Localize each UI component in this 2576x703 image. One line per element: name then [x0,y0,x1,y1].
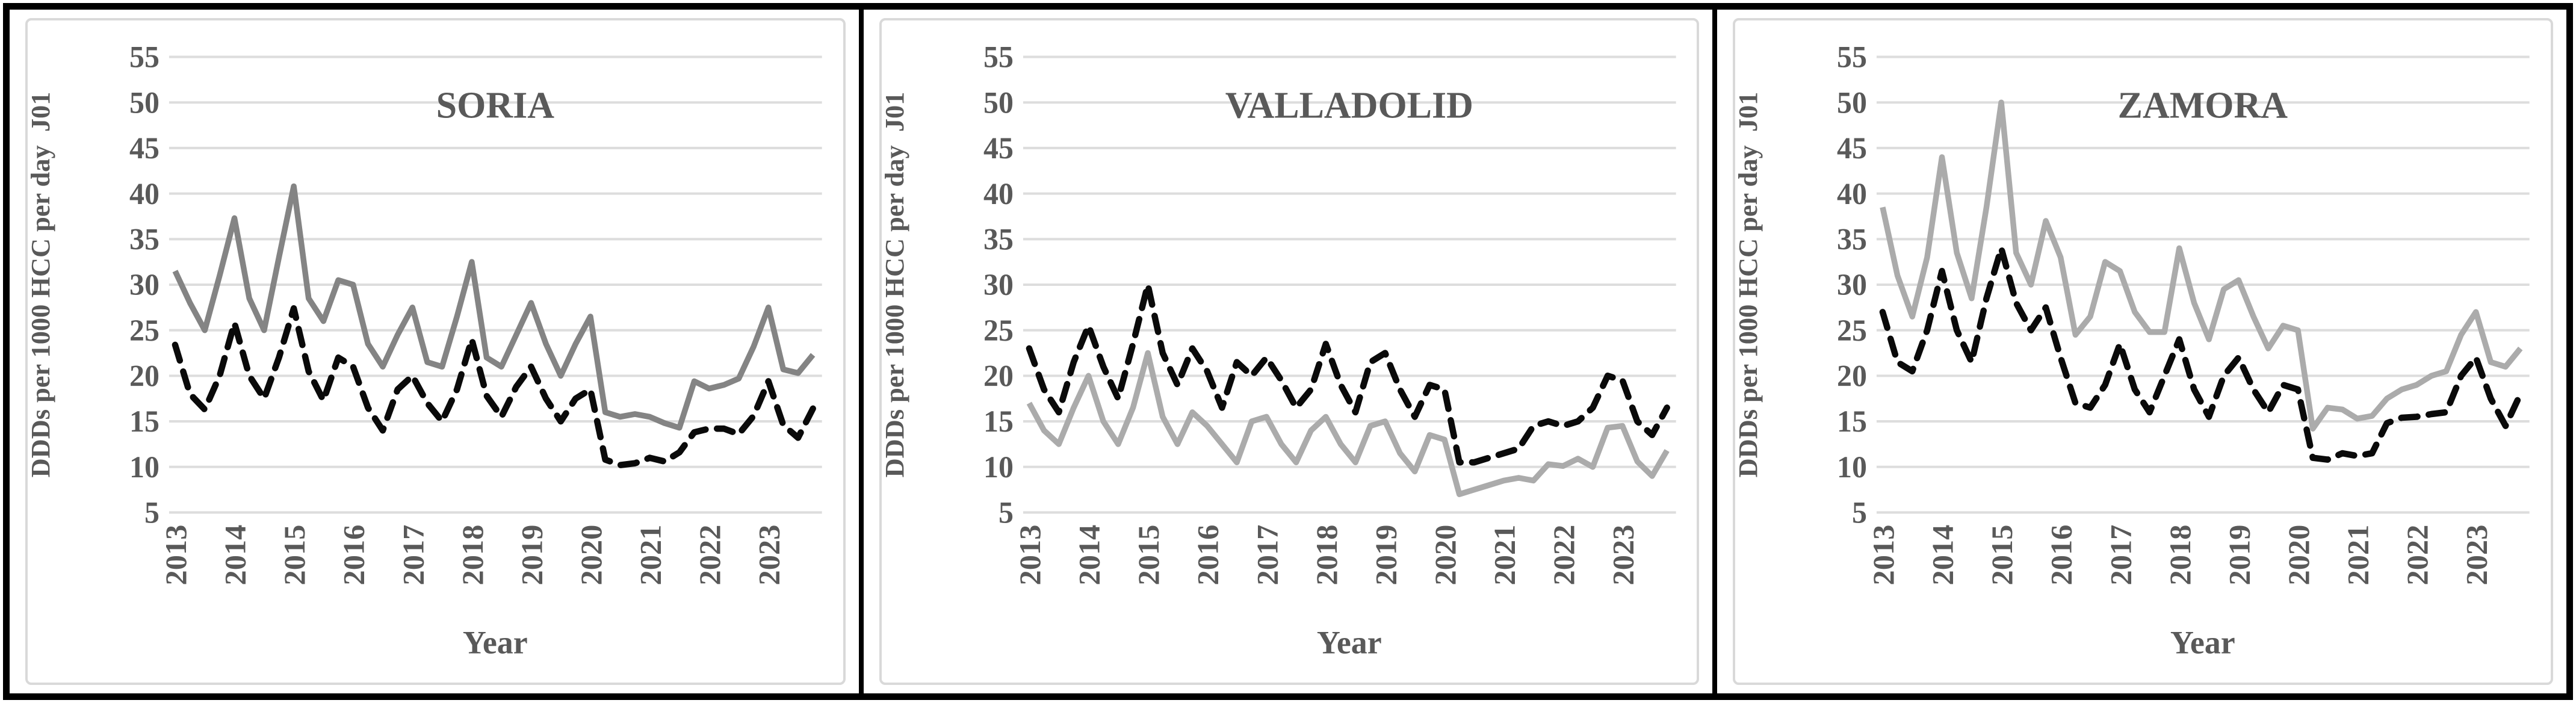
chart-frame: 55 50 45 40 35 30 25 20 15 10 5 2013 2014 2015 2016 201… [25,18,846,685]
x-tick-label: 2019 [1369,525,1402,586]
x-tick-label: 2017 [2104,525,2138,586]
y-tick-label: 55 [129,40,159,73]
gridlines-layer [169,55,822,514]
x-tick-label: 2015 [277,525,311,586]
x-tick-label: 2014 [1926,525,1960,586]
x-tick-label: 2022 [1547,525,1581,586]
figure-outer-border: 55 50 45 40 35 30 25 20 15 10 5 2013 2014 2015 2016 201… [3,3,2573,700]
y-tick-label: 35 [983,222,1014,256]
y-tick-label: 5 [999,495,1014,529]
chart-panel-soria: 55 50 45 40 35 30 25 20 15 10 5 2013 2014 2015 2016 201… [10,10,859,693]
y-tick-label: 40 [129,177,159,211]
x-tick-label: 2021 [2341,525,2375,586]
chart-frame: 55 50 45 40 35 30 25 20 15 10 5 2013 2014 2015 2016 201… [879,18,1700,685]
x-axis-title: Year [463,624,528,660]
x-tick-label: 2022 [693,525,726,586]
y-tick-label: 40 [983,177,1014,211]
y-tick-label: 45 [983,131,1014,165]
x-tick-label: 2020 [574,525,608,586]
x-tick-label: 2015 [1132,525,1165,586]
x-tick-label: 2017 [396,525,430,586]
chart-panel-valladolid: 55 50 45 40 35 30 25 20 15 10 5 2013 2014 2015 2016 201… [858,10,1713,693]
y-tick-label: 10 [1837,450,1867,484]
y-tick-label: 35 [129,222,159,256]
series-line-solid-gray-line [1880,99,2523,432]
series-layer [172,183,816,469]
y-tick-label: 40 [1837,177,1867,211]
y-tick-label: 25 [1837,314,1867,347]
x-tick-label: 2020 [2282,525,2316,586]
y-tick-label: 5 [1852,495,1867,529]
y-tick-label: 50 [1837,85,1867,119]
chart-title: SORIA [436,85,554,126]
series-line-dashed-black-line [1026,281,1670,466]
x-tick-label: 2013 [1866,525,1900,586]
x-tick-label: 2022 [2401,525,2435,586]
y-tick-label: 20 [129,359,159,392]
y-tick-label: 10 [983,450,1014,484]
chart-title: ZAMORA [2118,85,2288,126]
series-layer [1026,281,1670,497]
series-line-dashed-black-line [1880,245,2524,463]
series-line-solid-gray-line [1026,350,1670,497]
y-tick-label: 55 [1837,40,1867,73]
y-tick-label: 50 [983,85,1014,119]
y-tick-label: 45 [1837,131,1867,165]
x-axis-title: Year [2170,624,2235,660]
y-tick-label: 20 [983,359,1014,392]
series-line-solid-gray-line [172,183,816,431]
x-tick-label: 2016 [2045,525,2078,586]
y-tick-label: 5 [144,495,159,529]
y-axis-title: DDDs per 1000 HCC per day J01 [1735,92,1763,478]
x-tick-label: 2013 [1013,525,1047,586]
x-tick-label: 2016 [337,525,371,586]
series-line-dashed-black-line [172,305,816,469]
x-tick-label: 2015 [1986,525,2019,586]
y-tick-label: 15 [983,404,1014,438]
x-tick-label: 2016 [1191,525,1225,586]
chart-title: VALLADOLID [1225,85,1473,126]
chart-panel-zamora: 55 50 45 40 35 30 25 20 15 10 5 2013 2014 2015 2016 201… [1712,10,2567,693]
x-tick-label: 2020 [1428,525,1462,586]
gridlines-layer [1877,55,2530,514]
x-tick-label: 2013 [159,525,193,586]
x-tick-label: 2014 [218,525,252,586]
y-tick-label: 30 [983,268,1014,302]
series-layer [1880,99,2524,463]
y-tick-label: 15 [1837,404,1867,438]
y-tick-label: 25 [983,314,1014,347]
y-tick-label: 25 [129,314,159,347]
y-tick-label: 20 [1837,359,1867,392]
y-tick-label: 10 [129,450,159,484]
y-tick-label: 35 [1837,222,1867,256]
x-tick-label: 2018 [456,525,489,586]
x-tick-label: 2019 [515,525,549,586]
y-tick-label: 30 [1837,268,1867,302]
x-tick-label: 2018 [2163,525,2197,586]
x-tick-label: 2021 [1487,525,1521,586]
y-axis-title: DDDs per 1000 HCC per day J01 [882,92,909,478]
x-tick-label: 2023 [752,525,786,586]
x-tick-label: 2017 [1250,525,1284,586]
y-axis-title: DDDs per 1000 HCC per day J01 [28,92,55,478]
x-tick-label: 2019 [2223,525,2256,586]
y-tick-label: 30 [129,268,159,302]
x-tick-label: 2023 [1606,525,1640,586]
y-tick-label: 15 [129,404,159,438]
y-tick-label: 50 [129,85,159,119]
chart-frame: 55 50 45 40 35 30 25 20 15 10 5 2013 2014 2015 2016 201… [1733,18,2554,685]
x-tick-label: 2023 [2460,525,2494,586]
y-tick-label: 45 [129,131,159,165]
x-tick-label: 2018 [1310,525,1343,586]
x-axis-title: Year [1317,624,1382,660]
x-tick-label: 2014 [1072,525,1106,586]
y-tick-label: 55 [983,40,1014,73]
x-tick-label: 2021 [634,525,667,586]
